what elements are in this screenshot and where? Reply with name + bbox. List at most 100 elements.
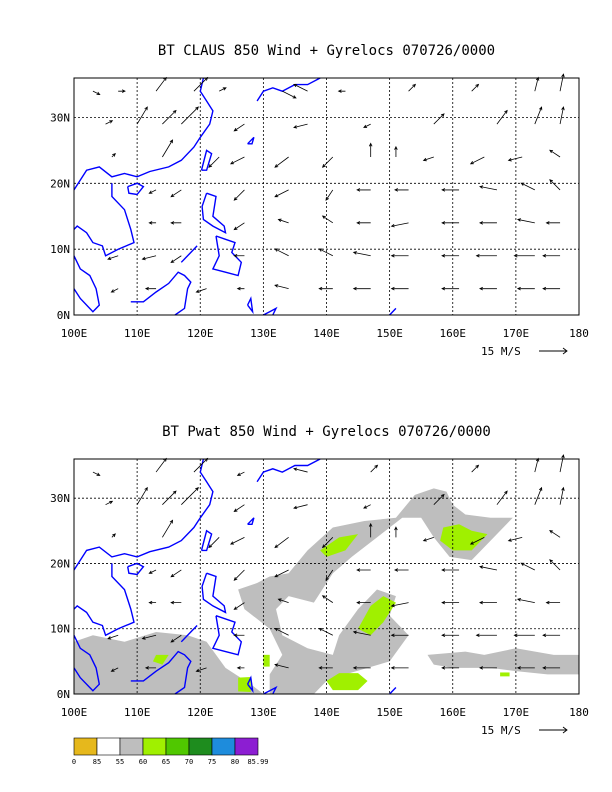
reference-vector-arrow	[539, 726, 568, 734]
reference-vector-arrow	[539, 347, 568, 355]
wind-vector	[155, 457, 167, 473]
wind-vector	[390, 222, 409, 228]
colorbar-label: 55	[116, 758, 124, 766]
shaded-region	[427, 648, 579, 675]
wind-vector	[390, 602, 409, 608]
y-tick-label: 0N	[57, 309, 70, 322]
x-tick-label: 100E	[61, 706, 88, 719]
wind-vector	[516, 286, 535, 291]
wind-vector	[318, 628, 333, 636]
wind-vector	[274, 663, 289, 669]
plot-frame	[73, 77, 580, 316]
coastline	[201, 572, 227, 614]
wind-vector	[433, 113, 445, 125]
wind-vector	[559, 454, 565, 473]
wind-vector	[534, 76, 540, 92]
wind-vector	[394, 188, 409, 192]
shaded-region	[152, 654, 169, 665]
wind-vector	[479, 666, 497, 670]
wind-vector	[507, 156, 523, 162]
x-tick-label: 120E	[187, 706, 214, 719]
wind-vector	[390, 286, 409, 291]
wind-vector	[441, 633, 460, 638]
colorbar-swatch	[234, 737, 259, 756]
x-tick-label: 120E	[187, 327, 214, 340]
x-tick-label: 150E	[376, 706, 403, 719]
shaded-region	[440, 524, 488, 551]
wind-vector	[92, 471, 101, 476]
wind-vector	[233, 253, 245, 258]
wind-vector	[469, 536, 485, 545]
x-tick-label: 170E	[503, 706, 530, 719]
wind-vector	[390, 633, 409, 638]
colorbar-label: 85.99	[247, 758, 268, 766]
wind-vector	[471, 464, 480, 473]
wind-vector	[441, 221, 460, 225]
wind-vector	[363, 504, 371, 509]
wind-vector	[441, 568, 460, 572]
wind-vector	[363, 123, 371, 128]
coastline	[246, 675, 254, 694]
wind-vector	[496, 109, 508, 125]
wind-vector	[337, 89, 346, 93]
coastline	[127, 562, 145, 576]
wind-vector	[549, 149, 561, 158]
wind-vector	[162, 109, 177, 125]
wind-vector	[144, 286, 157, 291]
coastline	[263, 685, 278, 695]
chart-title: BT CLAUS 850 Wind + Gyrelocs 070726/0000	[158, 43, 495, 59]
wind-vector	[230, 536, 245, 545]
wind-vector	[274, 156, 289, 168]
wind-vectors	[92, 454, 565, 673]
x-tick-label: 110E	[124, 706, 151, 719]
wind-vector	[516, 598, 535, 604]
wind-vector	[520, 182, 535, 191]
gridlines	[74, 459, 579, 694]
coastline	[201, 192, 227, 234]
wind-vector	[520, 562, 535, 571]
wind-vector	[136, 486, 148, 505]
wind-vector	[105, 120, 114, 125]
wind-vector	[507, 536, 523, 542]
wind-vector	[352, 630, 371, 636]
coastline	[127, 182, 145, 196]
colorbar-label: 80	[231, 758, 239, 766]
shaded-region	[320, 534, 359, 557]
coastline	[180, 625, 198, 643]
coastline	[389, 307, 397, 316]
y-tick-label: 10N	[50, 623, 70, 636]
wind-vector	[208, 537, 220, 549]
pwat-wind-panel: BT Pwat 850 Wind + Gyrelocs 070726/0000 1…	[50, 424, 589, 766]
wind-vector	[111, 533, 116, 538]
chart-title: BT Pwat 850 Wind + Gyrelocs 070726/0000	[162, 424, 491, 440]
wind-vector	[162, 490, 177, 505]
wind-vector	[542, 666, 561, 670]
gridlines	[74, 78, 579, 315]
coastline	[211, 615, 243, 656]
y-tick-label: 20N	[50, 177, 70, 190]
wind-vector	[321, 537, 334, 549]
wind-vector	[274, 569, 289, 578]
y-tick-label: 10N	[50, 243, 70, 256]
coastline	[73, 183, 135, 257]
wind-vector	[148, 221, 157, 225]
colorbar-label: 70	[185, 758, 193, 766]
y-tick-label: 30N	[50, 492, 70, 505]
wind-vector	[92, 90, 101, 95]
coastline	[389, 687, 397, 695]
x-tick-label: 160E	[440, 327, 467, 340]
wind-vector	[233, 222, 245, 231]
wind-vector	[368, 142, 373, 157]
wind-vector	[542, 286, 561, 291]
wind-vector	[293, 123, 308, 129]
wind-vector	[170, 634, 182, 643]
wind-vector	[479, 221, 497, 225]
wind-vector	[233, 504, 245, 513]
wind-vector	[549, 179, 561, 191]
wind-vector	[356, 568, 371, 572]
wind-vector	[559, 73, 565, 92]
colorbar-label: 75	[208, 758, 216, 766]
wind-vector	[475, 253, 497, 258]
wind-vector	[293, 467, 308, 473]
